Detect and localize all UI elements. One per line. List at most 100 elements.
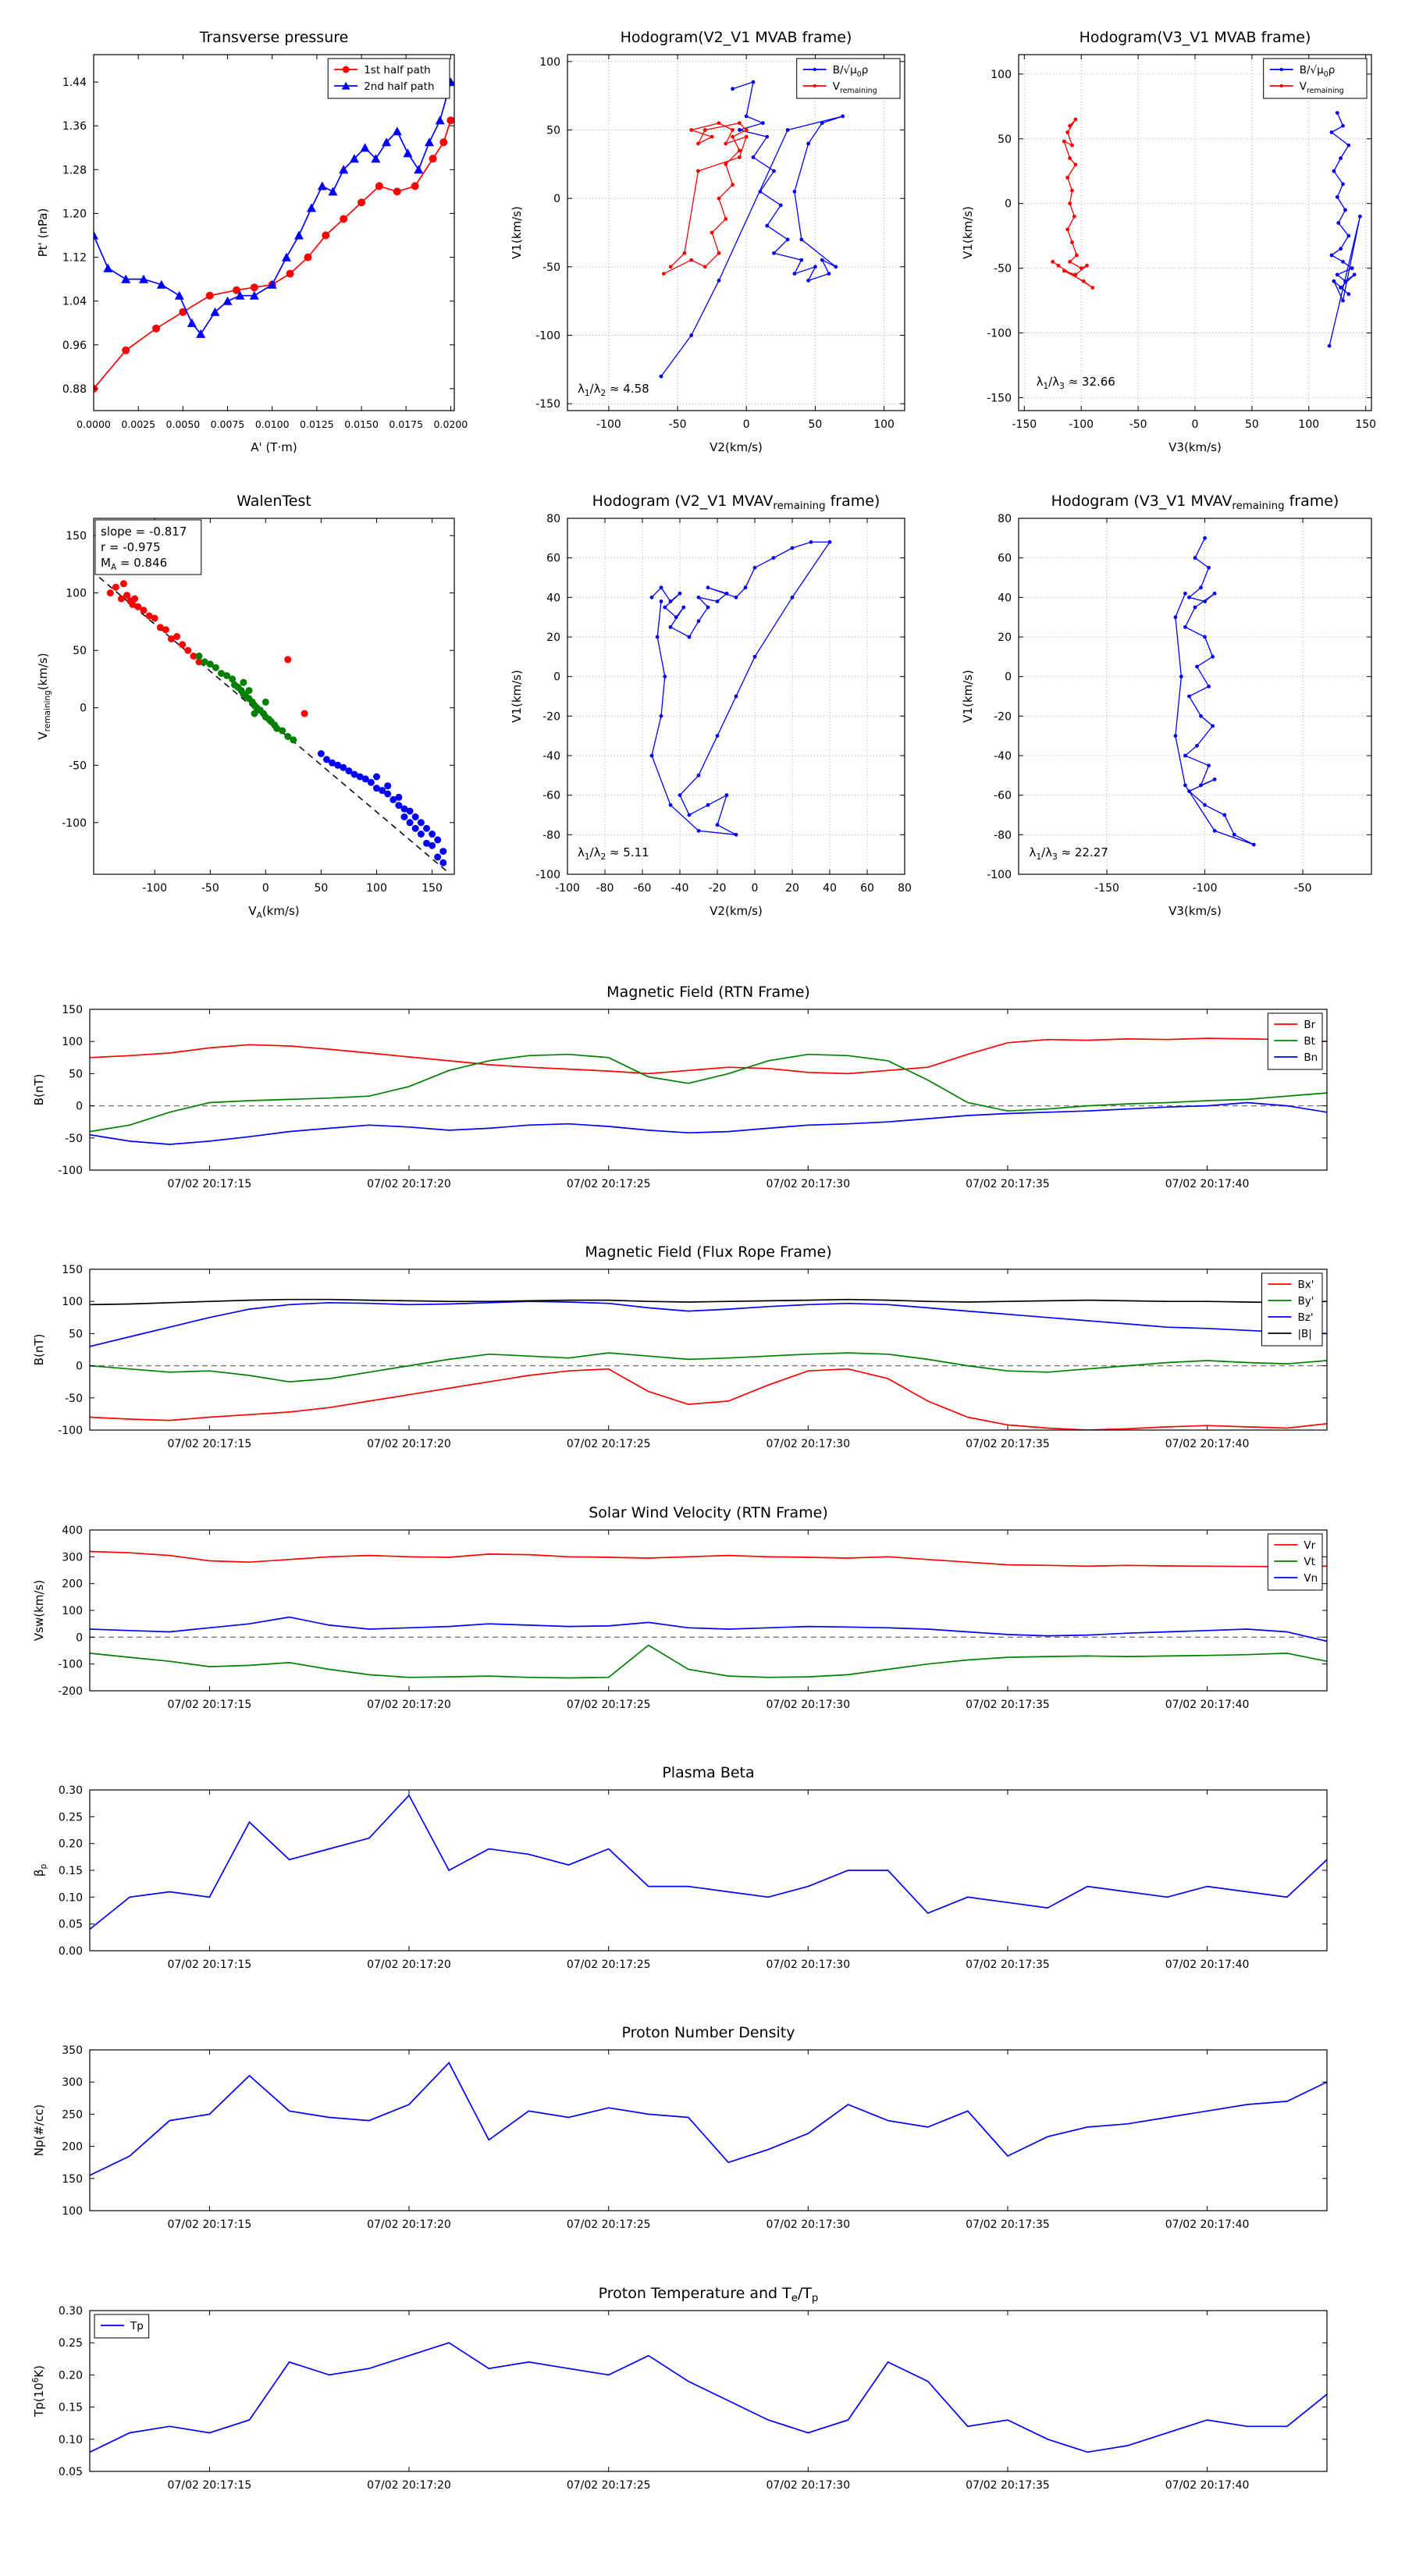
svg-text:07/02 20:17:30: 07/02 20:17:30 bbox=[766, 1959, 850, 1971]
svg-text:-40: -40 bbox=[542, 750, 560, 763]
svg-text:B(nT): B(nT) bbox=[32, 1334, 46, 1366]
svg-text:07/02 20:17:15: 07/02 20:17:15 bbox=[168, 2479, 252, 2492]
svg-text:V3(km/s): V3(km/s) bbox=[1168, 904, 1222, 918]
chart-hod1: -100 -50 0 50 100 -150 -100 -50 0 50 100 Hodogram(V… bbox=[493, 14, 919, 473]
svg-text:50: 50 bbox=[73, 645, 87, 657]
svg-text:100: 100 bbox=[62, 1036, 83, 1048]
svg-text:Transverse pressure: Transverse pressure bbox=[199, 29, 349, 46]
panel-solar-wind-velocity: 07/02 20:17:15 07/02 20:17:20 07/02 20:17:… bbox=[12, 1493, 1397, 1736]
svg-text:1.20: 1.20 bbox=[62, 208, 87, 220]
svg-text:50: 50 bbox=[1245, 418, 1259, 431]
chart-ts_beta: 07/02 20:17:15 07/02 20:17:20 07/02 20:17:… bbox=[12, 1752, 1397, 1996]
svg-text:100: 100 bbox=[62, 2205, 83, 2218]
svg-text:-100: -100 bbox=[1069, 418, 1094, 431]
svg-text:0.30: 0.30 bbox=[59, 2305, 83, 2318]
svg-text:50: 50 bbox=[998, 133, 1012, 146]
svg-text:-60: -60 bbox=[634, 882, 652, 895]
svg-text:0.00: 0.00 bbox=[59, 1945, 83, 1958]
svg-text:Tp(106​K): Tp(106​K) bbox=[31, 2365, 46, 2418]
svg-text:-50: -50 bbox=[669, 418, 687, 431]
svg-text:60: 60 bbox=[546, 553, 560, 565]
svg-text:-100: -100 bbox=[535, 330, 560, 343]
panel-hodogram-v3v1-mvav: -150 -100 -50 -100 -80 -60 -40 -20 0 20 40 60 80 Hodo… bbox=[944, 478, 1385, 937]
svg-text:0: 0 bbox=[743, 418, 750, 431]
svg-text:150: 150 bbox=[422, 882, 443, 895]
chart-ts_tp: 07/02 20:17:15 07/02 20:17:20 07/02 20:17:… bbox=[12, 2273, 1397, 2517]
svg-text:0.15: 0.15 bbox=[59, 2402, 83, 2414]
svg-text:0: 0 bbox=[76, 1361, 83, 1373]
svg-text:0: 0 bbox=[1005, 671, 1012, 684]
svg-text:40: 40 bbox=[823, 882, 837, 895]
svg-text:80: 80 bbox=[546, 513, 560, 525]
svg-text:1.04: 1.04 bbox=[62, 296, 87, 308]
svg-text:Magnetic Field (Flux Rope Fram: Magnetic Field (Flux Rope Frame) bbox=[585, 1244, 831, 1261]
svg-text:-100: -100 bbox=[62, 817, 87, 830]
svg-text:0: 0 bbox=[76, 1631, 83, 1644]
panel-hodogram-v3v1-mvab: -150 -100 -50 0 50 100 150 -150 -100 -50 0 50 100 Hod… bbox=[944, 14, 1385, 473]
svg-text:400: 400 bbox=[62, 1525, 83, 1537]
svg-text:150: 150 bbox=[62, 1264, 83, 1276]
svg-text:100: 100 bbox=[62, 1296, 83, 1308]
svg-text:Bx': Bx' bbox=[1298, 1279, 1314, 1291]
svg-text:0.05: 0.05 bbox=[59, 1919, 83, 1931]
svg-text:V1(km/s): V1(km/s) bbox=[961, 670, 975, 723]
svg-text:0: 0 bbox=[553, 671, 560, 684]
svg-text:-60: -60 bbox=[994, 790, 1012, 802]
svg-text:50: 50 bbox=[546, 125, 560, 137]
svg-text:-50: -50 bbox=[65, 1133, 83, 1145]
svg-text:0.25: 0.25 bbox=[59, 2337, 83, 2350]
svg-text:-100: -100 bbox=[58, 1659, 83, 1671]
svg-text:Hodogram(V2_V1 MVAB frame): Hodogram(V2_V1 MVAB frame) bbox=[621, 29, 852, 46]
chart-hod3: -100 -80 -60 -40 -20 0 20 40 60 80 -100 -80 -60 -40 -2… bbox=[493, 478, 919, 937]
svg-text:100: 100 bbox=[873, 418, 895, 431]
svg-text:Proton Number Density: Proton Number Density bbox=[622, 2024, 795, 2041]
svg-text:Plasma Beta: Plasma Beta bbox=[662, 1764, 754, 1781]
svg-text:-50: -50 bbox=[65, 1393, 83, 1405]
chart-ts_bfr: 07/02 20:17:15 07/02 20:17:20 07/02 20:17:… bbox=[12, 1232, 1397, 1475]
svg-text:-80: -80 bbox=[596, 882, 614, 895]
svg-text:1.12: 1.12 bbox=[62, 252, 87, 265]
svg-text:60: 60 bbox=[860, 882, 874, 895]
svg-text:0: 0 bbox=[553, 193, 560, 205]
svg-text:07/02 20:17:35: 07/02 20:17:35 bbox=[966, 1438, 1050, 1450]
svg-text:λ1​/λ2​ ≈ 5.11: λ1​/λ2​ ≈ 5.11 bbox=[578, 845, 649, 862]
chart-walen: -100 -50 0 50 100 150 -100 -50 0 50 100 150 WalenTes… bbox=[20, 478, 468, 937]
svg-text:50: 50 bbox=[69, 1328, 83, 1340]
svg-text:100: 100 bbox=[62, 1605, 83, 1617]
svg-text:07/02 20:17:35: 07/02 20:17:35 bbox=[966, 2218, 1050, 2231]
svg-text:100: 100 bbox=[366, 882, 387, 895]
svg-text:Pt' (nPa): Pt' (nPa) bbox=[36, 208, 50, 258]
svg-text:07/02 20:17:20: 07/02 20:17:20 bbox=[367, 1178, 451, 1190]
panel-hodogram-v2v1-mvav: -100 -80 -60 -40 -20 0 20 40 60 80 -100 -80 -60 -40 -2… bbox=[493, 478, 919, 937]
svg-text:1.28: 1.28 bbox=[62, 164, 87, 176]
svg-text:07/02 20:17:25: 07/02 20:17:25 bbox=[567, 1438, 651, 1450]
svg-text:-50: -50 bbox=[201, 882, 219, 895]
svg-text:07/02 20:17:30: 07/02 20:17:30 bbox=[766, 1699, 850, 1711]
svg-text:0.15: 0.15 bbox=[59, 1865, 83, 1877]
chart-ts_brtn: 07/02 20:17:15 07/02 20:17:20 07/02 20:17:… bbox=[12, 972, 1397, 1215]
svg-text:-100: -100 bbox=[987, 328, 1012, 340]
svg-text:-100: -100 bbox=[535, 869, 560, 881]
svg-text:-40: -40 bbox=[994, 750, 1012, 763]
svg-text:07/02 20:17:15: 07/02 20:17:15 bbox=[168, 2218, 252, 2231]
svg-text:Hodogram(V3_V1 MVAB frame): Hodogram(V3_V1 MVAB frame) bbox=[1080, 29, 1311, 46]
chart-ts_v: 07/02 20:17:15 07/02 20:17:20 07/02 20:17:… bbox=[12, 1493, 1397, 1736]
svg-text:V1(km/s): V1(km/s) bbox=[510, 670, 524, 723]
svg-text:60: 60 bbox=[998, 553, 1012, 565]
svg-text:λ1​/λ2​ ≈ 4.58: λ1​/λ2​ ≈ 4.58 bbox=[578, 382, 649, 398]
panel-proton-temperature: 07/02 20:17:15 07/02 20:17:20 07/02 20:17:… bbox=[12, 2273, 1397, 2517]
svg-text:07/02 20:17:40: 07/02 20:17:40 bbox=[1165, 1959, 1250, 1971]
svg-text:Np(#/cc): Np(#/cc) bbox=[32, 2105, 46, 2157]
svg-text:07/02 20:17:35: 07/02 20:17:35 bbox=[966, 1699, 1050, 1711]
svg-text:-80: -80 bbox=[994, 829, 1012, 841]
svg-text:Hodogram (V2_V1 MVAVremaining​: Hodogram (V2_V1 MVAVremaining​ frame) bbox=[592, 493, 880, 512]
svg-text:-20: -20 bbox=[709, 882, 727, 895]
svg-text:-100: -100 bbox=[987, 869, 1012, 881]
chart-ts_np: 07/02 20:17:15 07/02 20:17:20 07/02 20:17:… bbox=[12, 2012, 1397, 2256]
svg-text:-50: -50 bbox=[994, 263, 1012, 276]
svg-text:Proton Temperature and Te​/Tp​: Proton Temperature and Te​/Tp​ bbox=[599, 2285, 819, 2304]
svg-text:-150: -150 bbox=[987, 392, 1012, 404]
svg-text:-100: -100 bbox=[142, 882, 167, 895]
svg-text:-50: -50 bbox=[542, 262, 560, 274]
svg-text:0.0025: 0.0025 bbox=[121, 418, 155, 430]
